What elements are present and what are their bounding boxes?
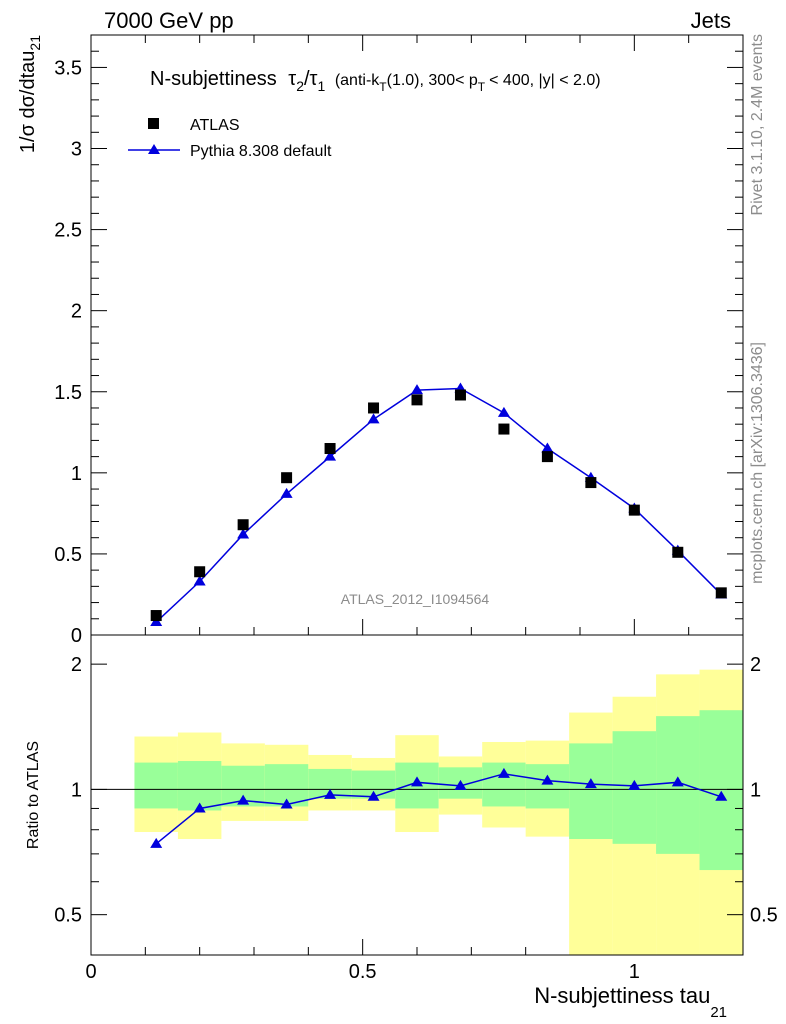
main-y-tick-labels: 0 0.5 1 1.5 2 2.5 3 3.5 — [54, 57, 82, 647]
legend-mc-marker — [148, 144, 160, 154]
data-point — [281, 472, 293, 484]
band-inner — [569, 743, 613, 840]
main-y-tick-label: 1.5 — [54, 382, 82, 404]
ratio-point — [280, 798, 293, 809]
mc-point — [411, 384, 423, 395]
mc-point — [367, 413, 380, 424]
data-point — [194, 566, 206, 578]
data-markers — [150, 389, 727, 622]
ratio-y-tick-label-left: 0.5 — [54, 905, 82, 927]
ratio-point — [324, 788, 337, 799]
ratio-point — [237, 794, 250, 805]
legend-mc-label: Pythia 8.308 default — [190, 143, 332, 160]
band-inner — [177, 761, 222, 811]
x-tick-label: 0 — [85, 961, 96, 983]
band-inner — [699, 710, 743, 871]
band-inner — [134, 762, 178, 809]
main-y-tick-label: 2.5 — [54, 220, 82, 242]
ratio-y-tick-label-left: 2 — [71, 654, 82, 676]
title-sub-a: 2 — [296, 78, 304, 94]
ratio-y-axis-label: Ratio to ATLAS — [25, 741, 42, 849]
x-tick-label: 1 — [629, 961, 640, 983]
mcplots-credit: mcplots.cern.ch [arXiv:1306.3436] — [749, 342, 766, 584]
ratio-point — [715, 790, 728, 801]
data-point — [672, 546, 684, 558]
ratio-point — [497, 767, 510, 778]
ratio-y-tick-labels: 0.5 0.5 1 1 2 2 — [54, 654, 778, 927]
main-y-tick-label: 0.5 — [54, 544, 82, 566]
main-y-tick-label: 0 — [71, 625, 82, 647]
title-slash: / — [304, 68, 310, 90]
title-tau-a: τ — [288, 68, 296, 90]
title-cuts-sub-t1: T — [379, 80, 387, 94]
main-y-tick-label: 3.5 — [54, 57, 82, 79]
mc-point — [237, 528, 250, 539]
ratio-point — [584, 778, 597, 789]
ratio-point — [150, 837, 163, 848]
rivet-credit: Rivet 3.1.10, 2.4M events — [749, 34, 766, 215]
title-sub-b: 1 — [317, 78, 325, 94]
ratio-mc-markers — [150, 767, 728, 848]
ratio-y-tick-label-right: 1 — [750, 779, 761, 801]
ratio-panel: 0.5 0.51 12 2 0 0.5 1 — [54, 634, 778, 983]
main-frame — [90, 34, 744, 636]
main-y-axis-label: 1/σ dσ/dtau21 — [17, 35, 43, 153]
ratio-y-tick-label-right: 2 — [750, 654, 761, 676]
data-point — [368, 402, 380, 414]
data-point — [150, 610, 162, 622]
mc-markers — [150, 382, 728, 627]
main-panel: 0 0.5 1 1.5 2 2.5 3 3.5 — [54, 34, 744, 955]
x-tick-label: 0.5 — [349, 961, 377, 983]
header-right: Jets — [691, 8, 731, 33]
data-point — [324, 443, 336, 455]
ratio-mc-line — [155, 773, 722, 845]
ratio-point — [411, 776, 423, 787]
main-y-tick-label: 1 — [71, 463, 82, 485]
data-point — [628, 504, 640, 516]
legend: ATLAS Pythia 8.308 default — [128, 117, 332, 160]
mc-point — [497, 406, 510, 417]
ratio-point — [671, 776, 684, 787]
ratio-point — [628, 779, 641, 790]
ratio-uncertainty-bands — [134, 669, 743, 955]
data-point — [237, 519, 249, 531]
mc-point — [324, 450, 337, 461]
header-left: 7000 GeV pp — [104, 8, 234, 33]
x-tick-labels: 0 0.5 1 — [85, 961, 639, 983]
data-point — [411, 394, 423, 406]
title-cuts-a: (anti-k — [335, 72, 380, 89]
legend-data-marker — [148, 118, 159, 129]
ratio-frame — [90, 634, 744, 956]
title-cuts-c: < 400, |y| < 2.0) — [489, 72, 601, 89]
title-main: N-subjettiness — [150, 68, 277, 90]
band-inner — [525, 764, 570, 809]
mc-point — [541, 442, 554, 453]
data-point — [585, 477, 597, 489]
ratio-ticks — [91, 663, 743, 956]
data-point — [541, 451, 553, 463]
title-cuts-sub-t2: T — [478, 80, 486, 94]
ratio-point — [367, 790, 380, 801]
main-y-tick-label: 3 — [71, 139, 82, 161]
plot-title: N-subjettiness τ2/τ1 (anti-kT(1.0), 300<… — [150, 68, 601, 96]
legend-data-label: ATLAS — [190, 117, 240, 134]
title-tau-b: τ — [310, 68, 318, 90]
main-y-tick-label: 2 — [71, 301, 82, 323]
ratio-point — [541, 774, 554, 785]
data-point — [454, 389, 466, 401]
x-axis-label: N-subjettiness tau21 — [534, 983, 727, 1021]
mc-point — [280, 487, 293, 498]
mc-point — [193, 575, 206, 586]
analysis-watermark: ATLAS_2012_I1094564 — [341, 591, 490, 607]
main-ticks — [90, 34, 744, 955]
data-point — [715, 587, 727, 599]
ratio-y-tick-label-left: 1 — [71, 779, 82, 801]
mc-series-line — [155, 387, 722, 623]
data-point — [498, 423, 510, 435]
ratio-point — [454, 779, 467, 790]
ratio-y-tick-label-right: 0.5 — [750, 905, 778, 927]
title-cuts-b: (1.0), 300< p — [387, 72, 478, 89]
ratio-point — [193, 802, 206, 813]
